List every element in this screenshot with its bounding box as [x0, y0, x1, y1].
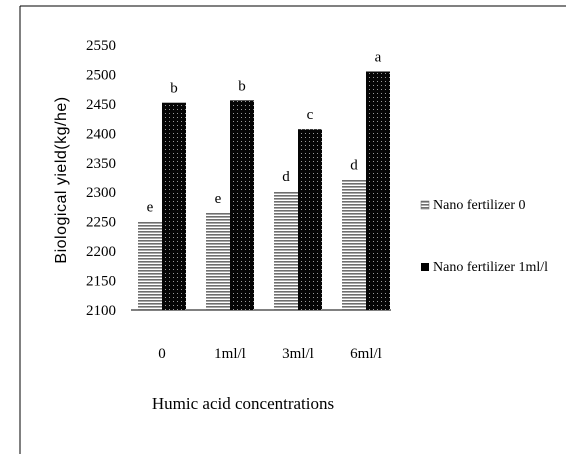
legend: Nano fertilizer 0 Nano fertilizer 1ml/l — [420, 198, 548, 275]
x-tick-label: 1ml/l — [214, 346, 246, 362]
significance-letter: d — [350, 157, 358, 173]
x-tick-label: 3ml/l — [282, 346, 314, 362]
y-tick-label: 2200 — [86, 244, 116, 260]
bar-series-0 — [206, 212, 230, 310]
x-axis-ticks: 0 1ml/l 3ml/l 6ml/l — [158, 346, 382, 362]
bar-series-1 — [162, 102, 186, 310]
y-tick-label: 2500 — [86, 67, 116, 83]
bar-series-1 — [298, 129, 322, 310]
significance-letter: a — [375, 50, 382, 66]
y-axis-ticks: 2100 2150 2200 2250 2300 2350 2400 2450 2500 2550 — [86, 38, 116, 319]
legend-label-series-0: Nano fertilizer 0 — [433, 198, 526, 213]
y-tick-label: 2550 — [86, 38, 116, 54]
bars — [138, 71, 390, 310]
y-axis-title: Biological yield(kg/he) — [53, 96, 70, 263]
bar-series-1 — [230, 100, 254, 310]
y-tick-label: 2100 — [86, 303, 116, 319]
y-tick-label: 2250 — [86, 215, 116, 231]
significance-letter: b — [238, 78, 246, 94]
significance-letters: e b e b d c d a — [147, 50, 382, 216]
y-tick-label: 2150 — [86, 274, 116, 290]
y-tick-label: 2450 — [86, 97, 116, 113]
significance-letter: b — [170, 81, 178, 97]
significance-letter: e — [215, 191, 222, 207]
bar-series-1 — [366, 71, 390, 310]
y-tick-label: 2300 — [86, 185, 116, 201]
legend-label-series-1: Nano fertilizer 1ml/l — [433, 260, 548, 275]
legend-swatch-series-0 — [420, 200, 430, 210]
y-tick-label: 2400 — [86, 126, 116, 142]
bar-series-0 — [274, 191, 298, 310]
y-tick-label: 2350 — [86, 156, 116, 172]
bar-series-0 — [342, 179, 366, 310]
significance-letter: c — [307, 107, 314, 123]
x-tick-label: 6ml/l — [350, 346, 382, 362]
x-tick-label: 0 — [158, 346, 166, 362]
significance-letter: d — [282, 169, 290, 185]
legend-swatch-series-1 — [421, 263, 429, 271]
bar-series-0 — [138, 221, 162, 310]
significance-letter: e — [147, 200, 154, 216]
x-axis-title: Humic acid concentrations — [152, 394, 334, 413]
